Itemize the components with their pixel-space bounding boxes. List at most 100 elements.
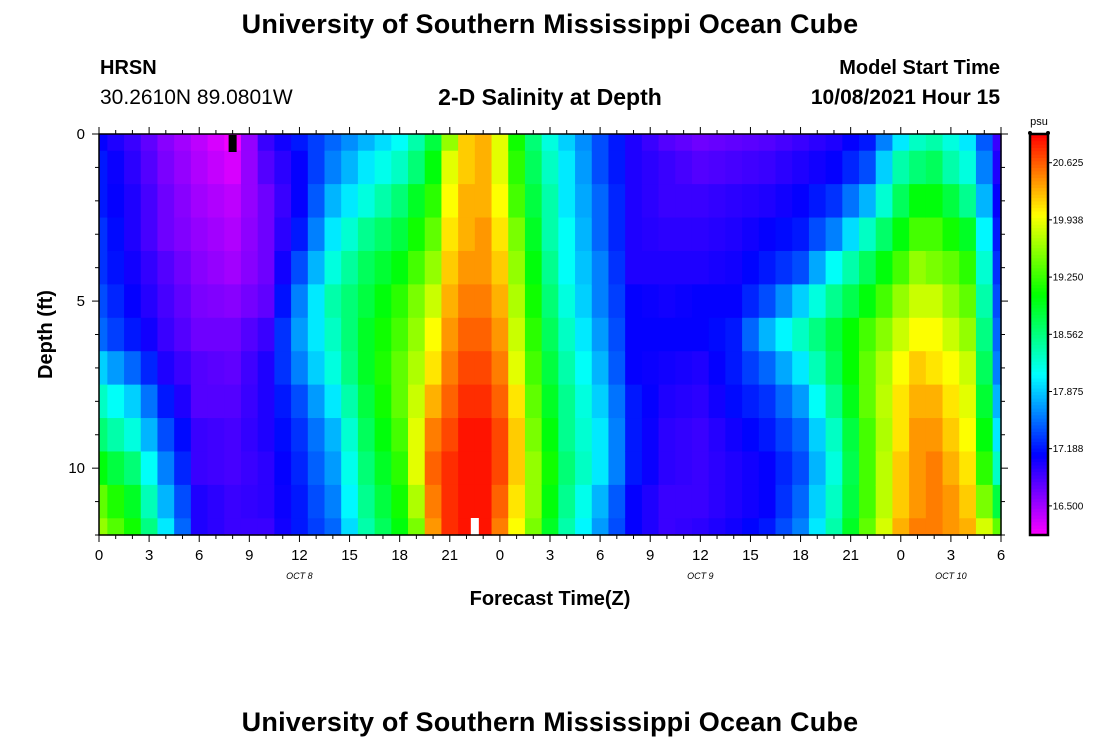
heatmap-cell [491,451,509,486]
heatmap-cell [307,451,326,486]
heatmap-cell [892,284,910,319]
heatmap-cell [591,284,610,319]
heatmap-cell [107,217,125,252]
heatmap-cell [675,351,693,386]
heatmap-cell [274,351,292,386]
heatmap-cell [341,284,359,319]
heatmap-cell [691,384,710,419]
heatmap-cell [491,351,509,386]
heatmap-cell [942,134,960,152]
heatmap-cell [508,284,526,319]
colorbar-swatch [1030,324,1048,329]
heatmap-cell [391,484,409,519]
heatmap-cell [391,150,409,185]
colorbar-swatch [1030,301,1048,306]
heatmap-cell [408,451,426,486]
heatmap-cell [357,484,376,519]
heatmap-cell [224,351,242,386]
colorbar-swatch [1030,404,1048,409]
heatmap-cell [541,150,559,185]
y-tick-labels: 0 5 10 [68,126,85,477]
heatmap-cell [691,284,710,319]
heatmap-cell [391,418,409,453]
heatmap-cell [307,518,326,536]
heatmap-cell [140,384,159,419]
heatmap-cell [992,484,1002,519]
heatmap-cell [792,451,810,486]
colorbar-swatch [1030,401,1048,406]
heatmap-cell [391,184,409,219]
heatmap-cell [558,150,576,185]
heatmap-cell [524,518,543,536]
heatmap-cell [274,418,292,453]
colorbar-swatch [1030,230,1048,235]
colorbar-swatch [1030,384,1048,389]
heatmap-cell [458,284,476,319]
heatmap-cell [374,451,392,486]
heatmap-cell [875,351,894,386]
heatmap-cell [925,418,944,453]
heatmap-cell [508,384,526,419]
heatmap-cell [708,250,726,285]
heatmap-cell [491,484,509,519]
colorbar-swatch [1030,471,1048,476]
heatmap-cell [691,184,710,219]
heatmap-cell [859,317,877,352]
heatmap-cell [240,250,259,285]
heatmap-cell [875,317,894,352]
heatmap-cell [975,384,994,419]
heatmap-cell [775,384,793,419]
heatmap-cell [992,384,1002,419]
x-tick-label: 6 [195,547,203,564]
colorbar-swatch [1030,337,1048,342]
heatmap-cell [909,418,927,453]
heatmap-cell [775,284,793,319]
heatmap-cell [174,518,192,536]
heatmap-cell [975,150,994,185]
heatmap-cell [925,134,944,152]
heatmap-cell [625,150,643,185]
heatmap-cell [792,184,810,219]
heatmap-cell [474,250,493,285]
colorbar [1028,131,1050,537]
heatmap-cell [357,217,376,252]
colorbar-swatch [1030,210,1048,215]
heatmap-cell [591,184,610,219]
heatmap-cell [842,134,860,152]
heatmap-cell [291,484,309,519]
heatmap-cell [341,150,359,185]
heatmap-cell [725,484,743,519]
heatmap-cell [909,351,927,386]
heatmap-cell [524,317,543,352]
heatmap-cell [641,351,660,386]
heatmap-cell [408,418,426,453]
heatmap-cell [374,351,392,386]
heatmap-cell [708,134,726,152]
heatmap-cell [992,451,1002,486]
y-tick-label: 0 [77,126,85,143]
heatmap-cell [742,150,760,185]
colorbar-swatch [1030,167,1048,172]
heatmap-cell [524,184,543,219]
heatmap-cell [925,384,944,419]
heatmap-cell [307,384,326,419]
heatmap-cell [875,384,894,419]
heatmap-cell [625,284,643,319]
heatmap-cell [608,217,626,252]
heatmap-cell [608,384,626,419]
heatmap-cell [825,217,843,252]
colorbar-label: 20.625 [1053,158,1084,169]
heatmap-cell [541,384,559,419]
heatmap-cell [391,217,409,252]
heatmap-cell [575,317,593,352]
heatmap-cell [174,451,192,486]
heatmap-cell [190,317,209,352]
heatmap-cell [357,150,376,185]
heatmap-cell [441,150,459,185]
heatmap-cell [99,484,108,519]
heatmap-cell [975,317,994,352]
page-title-bottom: University of Southern Mississippi Ocean… [241,707,859,737]
heatmap-cell [608,351,626,386]
heatmap-cell [859,418,877,453]
heatmap-cell [875,134,894,152]
